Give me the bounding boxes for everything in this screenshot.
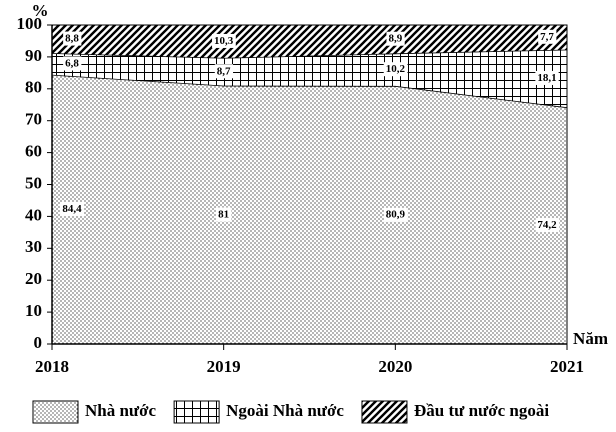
y-tick-label: 70 [25,110,42,129]
value-label: 8,8 [65,33,79,45]
y-tick-label: 90 [25,46,42,65]
y-tick-label: 50 [25,173,42,192]
y-tick-label: 30 [25,237,42,256]
value-label-bg [383,62,408,77]
value-label: 80,9 [386,208,406,220]
plot-border [52,24,568,344]
legend-swatch [173,400,220,424]
x-tick-label: 2020 [378,357,412,376]
x-axis-label: Năm [573,329,608,348]
y-axis-label: % [32,1,49,20]
y-tick-label: 40 [25,205,42,224]
value-label-bg [63,56,82,71]
y-tick-label: 60 [25,142,42,161]
area [52,74,567,344]
value-label: 8,7 [217,65,231,77]
value-label-bg [216,207,232,222]
value-label: 6,8 [65,57,79,69]
value-label-bg [212,33,236,48]
y-tick-label: 20 [25,269,42,288]
value-label: 10,2 [386,63,406,75]
value-label-bg [538,29,557,44]
legend-label: Ngoài Nhà nước [226,401,344,420]
value-label-bg [60,201,85,216]
value-label-bg [214,64,234,79]
value-label: 84,4 [62,203,82,215]
value-label: 74,2 [537,219,557,231]
y-tick-label: 10 [25,301,42,320]
value-label: 7,7 [540,31,554,43]
legend-swatch [361,400,408,424]
y-tick-label: 100 [17,14,43,33]
y-tick-label: 80 [25,78,42,97]
x-tick-label: 2019 [207,357,241,376]
area [52,49,567,108]
x-tick-label: 2021 [550,357,584,376]
y-tick-label: 0 [34,333,43,352]
legend-label: Nhà nước [85,401,157,420]
legend-label: Đầu tư nước ngoài [414,401,549,420]
value-label-bg [63,31,82,46]
value-label: 81 [218,208,229,220]
legend-swatch [32,400,79,424]
value-label-bg [383,207,408,222]
area [52,25,567,58]
value-label: 18,1 [537,72,556,84]
value-label-bg [535,218,560,233]
x-tick-label: 2018 [35,357,69,376]
value-label: 10,3 [214,35,234,47]
value-label-bg [535,70,559,85]
value-label-bg [386,31,405,46]
value-label: 8,9 [388,33,402,45]
